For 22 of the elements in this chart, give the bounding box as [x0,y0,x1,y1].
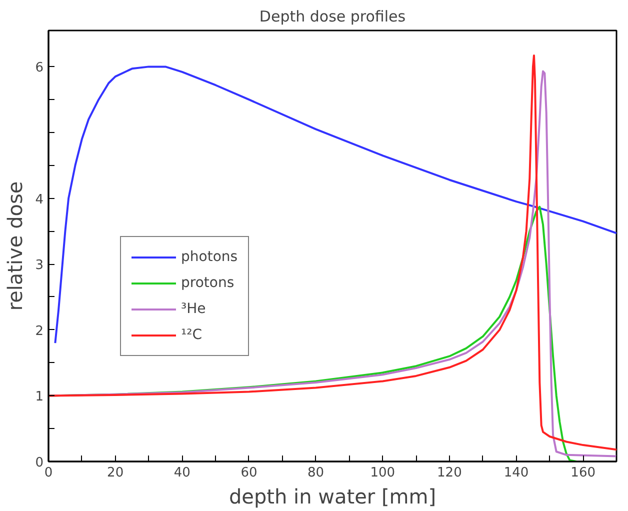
line-series [54,66,616,344]
x-tick-label: 60 [240,466,258,480]
x-tick-label: 160 [570,466,596,480]
x-tick-label: 80 [308,466,324,480]
y-tick-label: 0 [35,456,44,470]
y-tick-label: 3 [35,258,44,274]
x-tick-label: 120 [437,466,462,480]
x-tick-label: 40 [174,466,190,480]
legend-label: photons [181,249,238,265]
x-axis-title: depth in water [mm] [228,484,436,508]
y-tick-label: 2 [35,324,44,339]
y-tick-label: 6 [35,60,44,76]
chart-title: Depth dose profiles [259,8,406,26]
legend-label: protons [181,275,234,291]
x-tick-label: 140 [504,466,529,480]
y-axis-title: relative dose [3,181,28,311]
legend-label: ³He [181,301,206,317]
y-tick-label: 1 [35,390,44,405]
y-tick-label: 4 [35,192,44,208]
legend-label: ¹²C [181,327,202,343]
x-tick-label: 20 [107,466,124,480]
x-tick-label: 100 [370,466,396,480]
